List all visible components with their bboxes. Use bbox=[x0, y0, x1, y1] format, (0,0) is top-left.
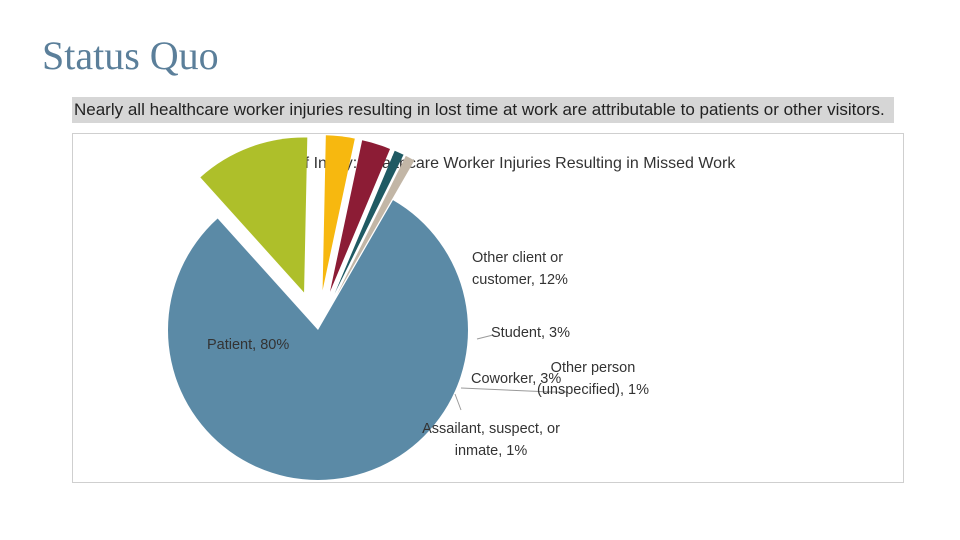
chart-title: Source of Injury: Healthcare Worker Inju… bbox=[241, 155, 737, 172]
pie-slice-assailant-suspect-or-inmate bbox=[336, 155, 415, 295]
slice-label-line: Coworker, 3% bbox=[471, 371, 561, 387]
slice-label-line: inmate, 1% bbox=[455, 443, 528, 459]
slice-label-line: Other client or bbox=[472, 250, 563, 266]
slice-labels: Patient, 80% Other client or customer, 12%… bbox=[207, 250, 649, 459]
pie-slice-other-person-unspecified bbox=[334, 150, 404, 294]
pie-slice-coworker bbox=[329, 140, 391, 292]
slice-label-line: Student, 3% bbox=[491, 325, 570, 341]
slice-label: Student, 3% bbox=[491, 325, 570, 341]
leader-line bbox=[476, 334, 494, 340]
leader-line bbox=[460, 387, 568, 393]
slice-label: Other person (unspecified), 1% bbox=[537, 360, 649, 398]
slice-label-line: customer, 12% bbox=[472, 272, 568, 288]
slice-label-line: Patient, 80% bbox=[207, 337, 289, 353]
slide-title: Status Quo bbox=[42, 33, 219, 78]
slice-label: Other client or customer, 12% bbox=[472, 250, 568, 288]
pie-slices bbox=[167, 135, 468, 480]
slice-label: Patient, 80% bbox=[207, 337, 289, 353]
chart-frame: Source of Injury: Healthcare Worker Inju… bbox=[72, 133, 904, 483]
slice-label-line: (unspecified), 1% bbox=[537, 382, 649, 398]
label-leader-lines bbox=[454, 334, 568, 411]
pie-slice-student bbox=[322, 135, 355, 291]
slice-label-line: Assailant, suspect, or bbox=[422, 421, 560, 437]
chart-headline: Nearly all healthcare worker injuries re… bbox=[72, 97, 894, 123]
slice-label-line: Other person bbox=[551, 360, 636, 376]
slice-label: Assailant, suspect, or inmate, 1% bbox=[422, 421, 560, 459]
leader-line bbox=[454, 393, 462, 411]
pie-slice-other-client-or-customer bbox=[200, 137, 308, 293]
pie-slice-patient bbox=[167, 200, 468, 480]
pie-chart: Source of Injury: Healthcare Worker Inju… bbox=[167, 135, 737, 480]
slice-label: Coworker, 3% bbox=[471, 371, 561, 387]
